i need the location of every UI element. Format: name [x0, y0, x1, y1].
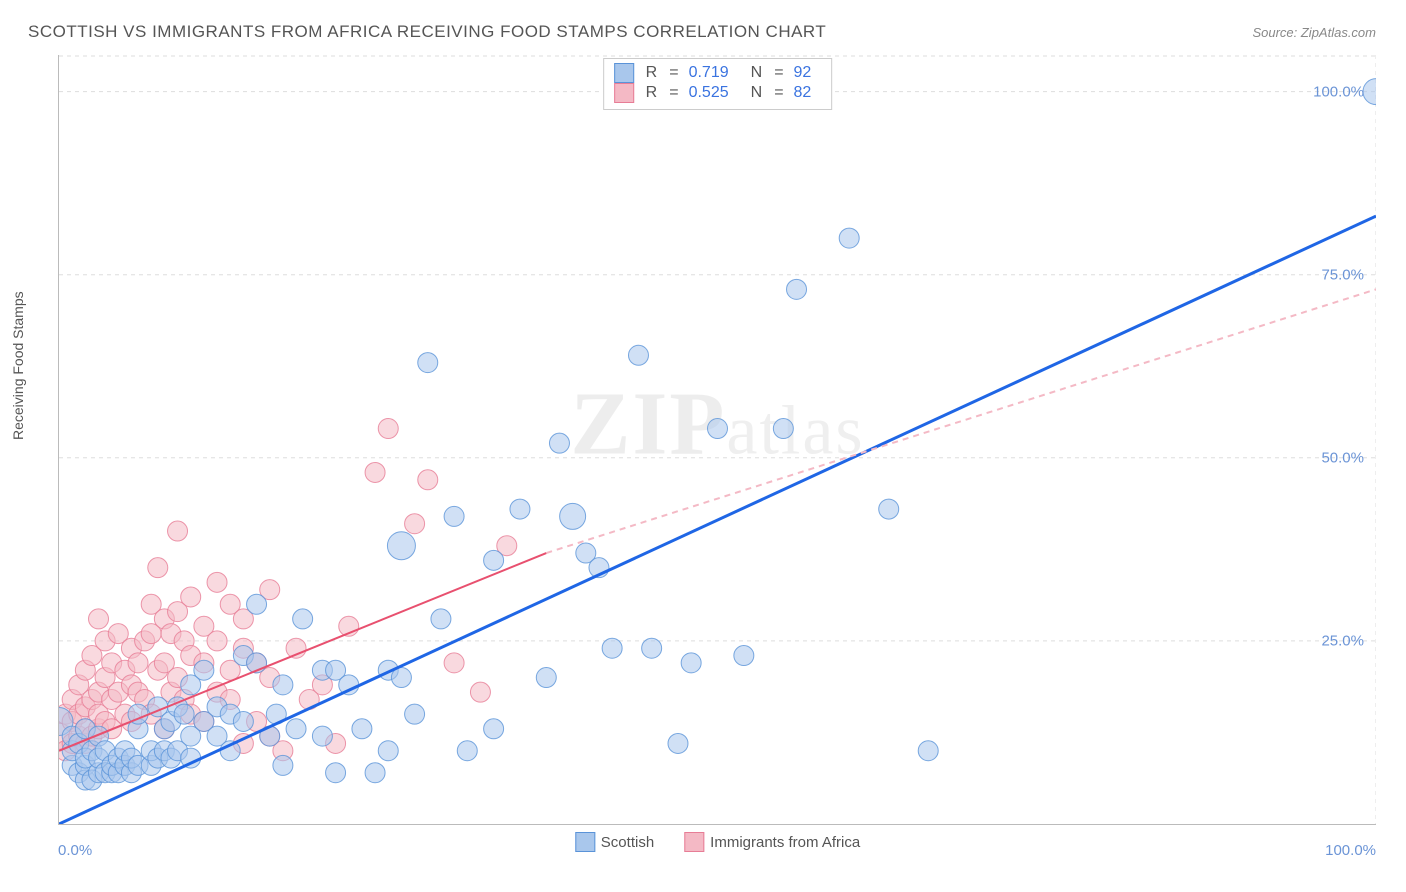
- x-axis-max-label: 100.0%: [1325, 842, 1376, 859]
- legend-item-scottish: Scottish: [575, 832, 654, 852]
- eq-2a: =: [669, 84, 678, 102]
- eq-1b: =: [774, 64, 783, 82]
- r-value-2: 0.525: [689, 84, 729, 102]
- bottom-legend: Scottish Immigrants from Africa: [575, 826, 860, 852]
- source-label: Source:: [1252, 25, 1300, 40]
- r-label-2: R: [646, 84, 658, 102]
- r-value-1: 0.719: [689, 64, 729, 82]
- stats-box: R = 0.719 N = 92 R = 0.525 N = 82: [603, 58, 833, 110]
- y-tick-label: 100.0%: [1313, 83, 1364, 100]
- source-value: ZipAtlas.com: [1301, 25, 1376, 40]
- y-tick-label: 75.0%: [1321, 266, 1364, 283]
- legend-label-scottish: Scottish: [601, 834, 654, 851]
- legend-label-africa: Immigrants from Africa: [710, 834, 860, 851]
- legend-swatch-africa: [684, 832, 704, 852]
- eq-2b: =: [774, 84, 783, 102]
- eq-1a: =: [669, 64, 678, 82]
- swatch-africa: [614, 83, 634, 103]
- y-tick-label: 50.0%: [1321, 449, 1364, 466]
- y-tick-label: 25.0%: [1321, 632, 1364, 649]
- y-axis-title: Receiving Food Stamps: [10, 291, 26, 440]
- legend-swatch-scottish: [575, 832, 595, 852]
- chart-title: SCOTTISH VS IMMIGRANTS FROM AFRICA RECEI…: [28, 22, 826, 42]
- n-label-1: N: [751, 64, 763, 82]
- stats-row-2: R = 0.525 N = 82: [614, 83, 822, 103]
- stats-row-1: R = 0.719 N = 92: [614, 63, 822, 83]
- header-row: SCOTTISH VS IMMIGRANTS FROM AFRICA RECEI…: [28, 22, 1376, 42]
- n-value-1: 92: [794, 64, 812, 82]
- swatch-scottish: [614, 63, 634, 83]
- x-axis-min-label: 0.0%: [58, 842, 92, 859]
- plot-area: ZIPatlas R = 0.719 N = 92 R = 0.525 N = …: [58, 55, 1376, 825]
- r-label-1: R: [646, 64, 658, 82]
- n-label-2: N: [751, 84, 763, 102]
- legend-item-africa: Immigrants from Africa: [684, 832, 860, 852]
- n-value-2: 82: [794, 84, 812, 102]
- chart-svg: [59, 55, 1376, 824]
- source-attribution: Source: ZipAtlas.com: [1252, 25, 1376, 40]
